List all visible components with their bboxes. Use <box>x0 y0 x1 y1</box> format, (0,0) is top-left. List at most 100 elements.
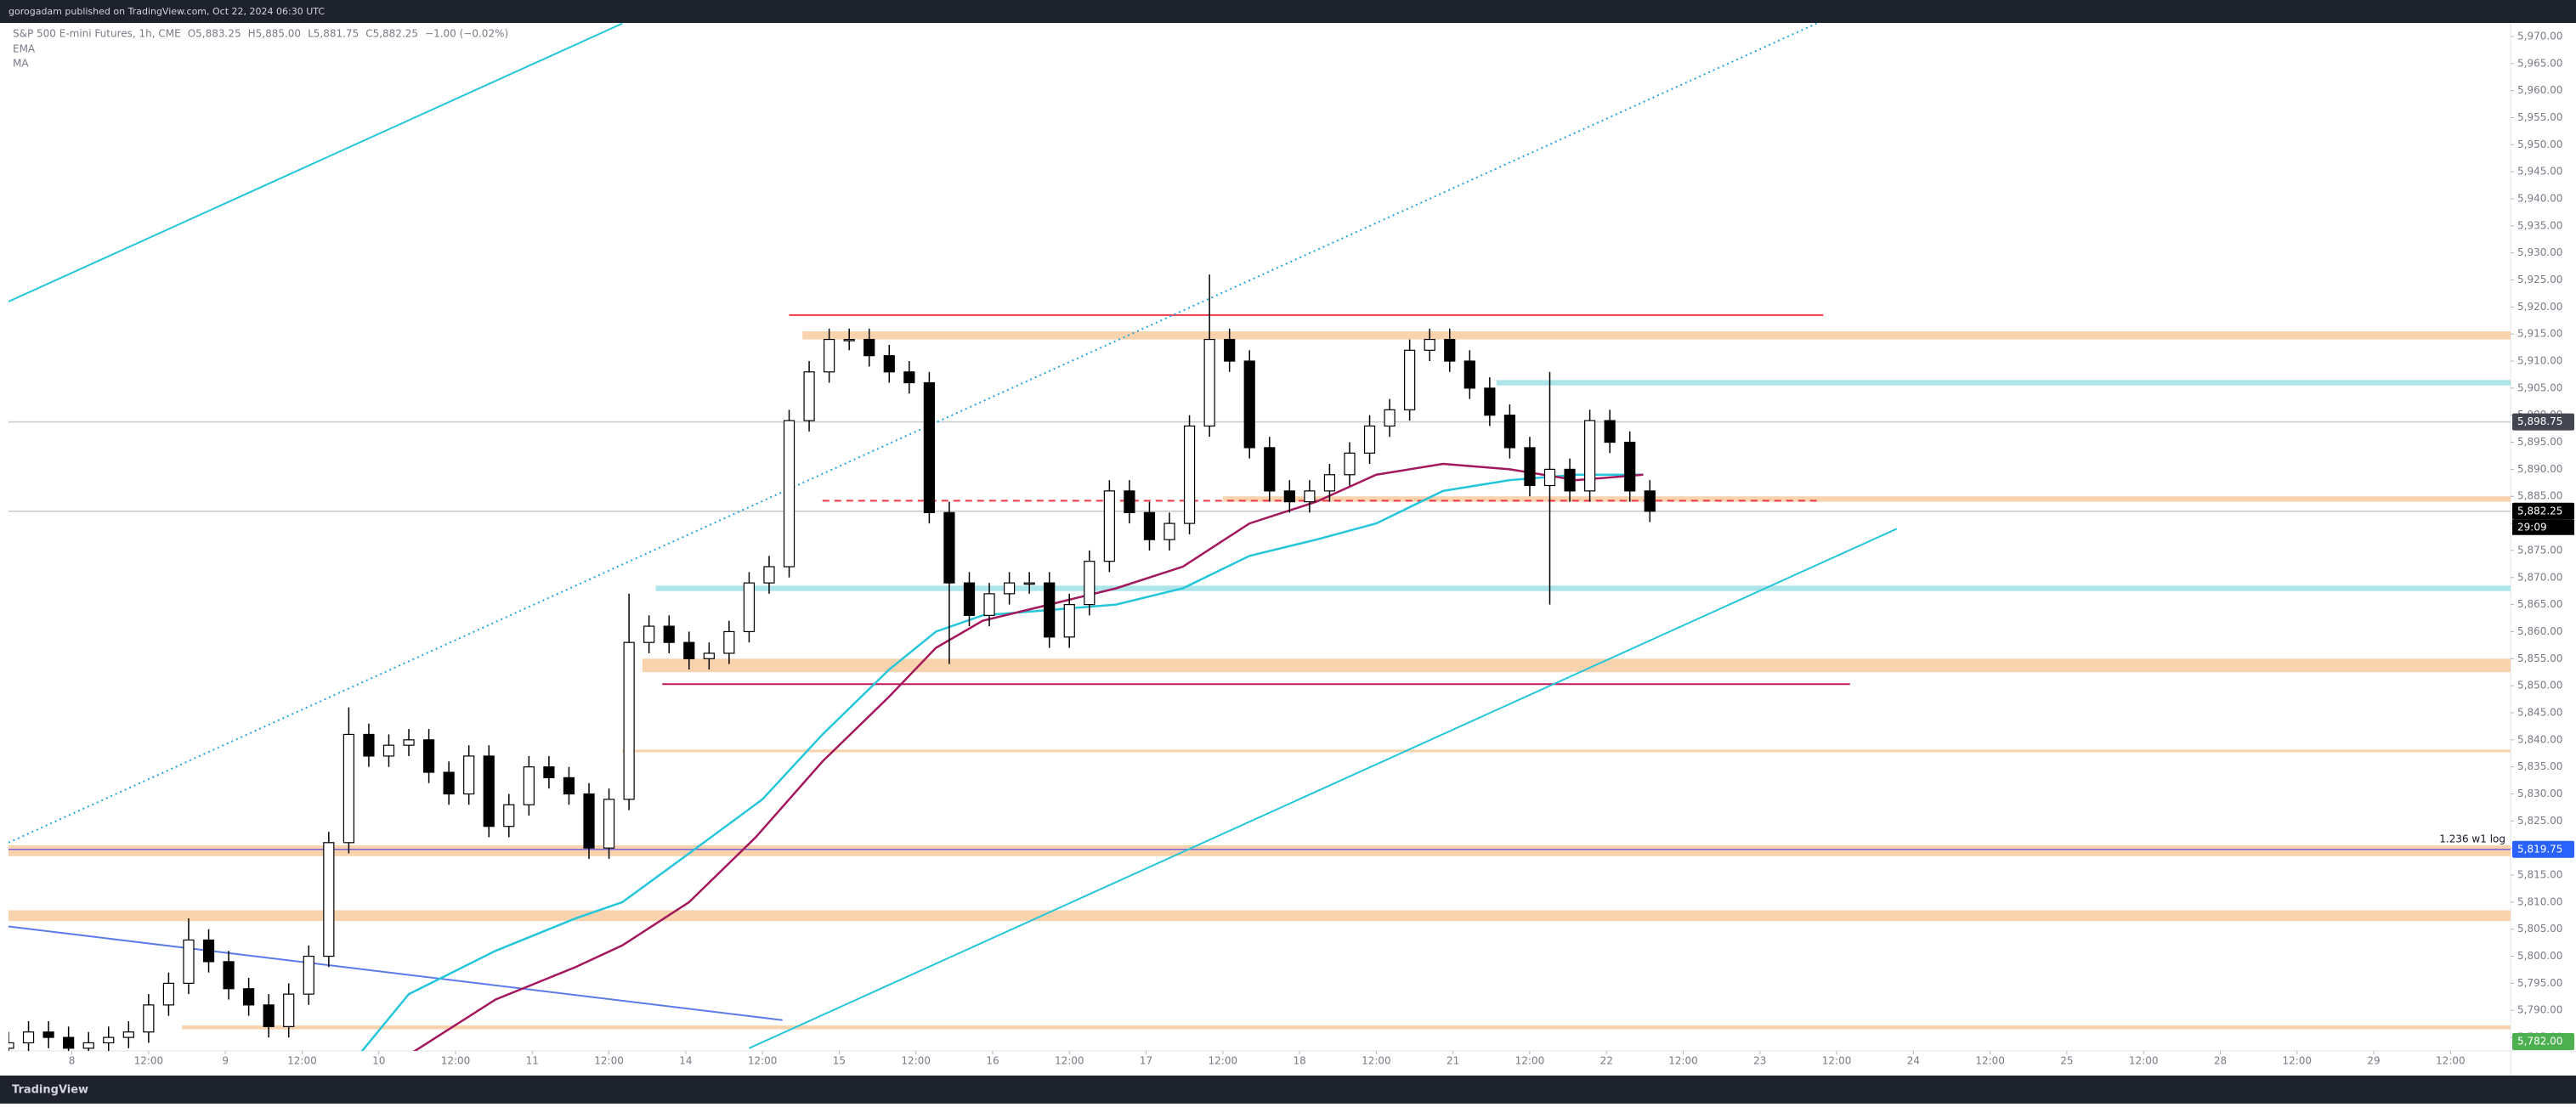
brand: TradingView <box>12 1084 88 1097</box>
candle-body <box>1644 490 1656 512</box>
ohlc-value: H5,885.00 <box>248 28 301 40</box>
candle-body <box>824 338 835 373</box>
x-tick-label: 22 <box>1600 1055 1613 1067</box>
candle-body <box>543 766 555 778</box>
candle-body <box>783 420 795 568</box>
candle-body <box>1524 447 1536 487</box>
y-tick-label: 5,885.00 <box>2517 490 2562 502</box>
candle-body <box>1023 582 1035 585</box>
candle-body <box>1464 360 1475 389</box>
x-tick-label: 12:00 <box>2129 1055 2159 1067</box>
candle-body <box>603 799 615 849</box>
trend-line <box>749 528 1898 1049</box>
top-bar <box>0 0 2576 23</box>
countdown: 29:09 <box>2517 521 2547 533</box>
x-tick-label: 12:00 <box>1515 1055 1545 1067</box>
candle-body <box>1503 415 1516 449</box>
x-tick-label: 8 <box>69 1055 76 1067</box>
y-tick-label: 5,940.00 <box>2517 192 2562 204</box>
x-tick-label: 12:00 <box>1668 1055 1698 1067</box>
zone <box>182 1025 2511 1030</box>
candle-body <box>1484 387 1496 416</box>
y-tick-label: 5,910.00 <box>2517 355 2562 367</box>
candle-body <box>1384 409 1396 427</box>
candle-body <box>923 381 935 513</box>
y-tick-label: 5,865.00 <box>2517 598 2562 610</box>
price-label: 5,882.25 <box>2517 505 2562 517</box>
candle-body <box>903 371 915 384</box>
candle-body <box>703 652 715 659</box>
x-tick-label: 21 <box>1447 1055 1459 1067</box>
candle-body <box>263 1004 275 1027</box>
y-tick-label: 5,970.00 <box>2517 30 2562 42</box>
candle-body <box>1444 338 1456 362</box>
candle-body <box>303 955 314 995</box>
price-label-box <box>2512 502 2574 520</box>
candle-body <box>1124 490 1135 513</box>
price-label: 5,782.00 <box>2517 1036 2562 1048</box>
x-tick-label: 11 <box>526 1055 539 1067</box>
y-tick-label: 5,945.00 <box>2517 166 2562 178</box>
candle-body <box>563 777 575 795</box>
price-label: 5,898.75 <box>2517 415 2562 427</box>
candle-body <box>243 988 255 1006</box>
ohlc-value: C5,882.25 <box>365 28 418 40</box>
candle-body <box>523 766 535 805</box>
ohlc-value: O5,883.25 <box>188 28 241 40</box>
candle-body <box>743 582 756 633</box>
y-tick-label: 5,845.00 <box>2517 706 2562 718</box>
candle-body <box>803 371 815 421</box>
x-tick-label: 25 <box>2060 1055 2073 1067</box>
candle-body <box>1323 474 1336 492</box>
overlay: 5,785.005,790.005,795.005,800.005,805.00… <box>13 28 2574 1067</box>
y-tick-label: 5,790.00 <box>2517 1004 2562 1016</box>
zone <box>1496 380 2511 386</box>
x-tick-label: 12:00 <box>594 1055 624 1067</box>
ohlc-value: −1.00 (−0.02%) <box>425 28 508 40</box>
y-tick-label: 5,950.00 <box>2517 138 2562 150</box>
candle-body <box>643 625 655 643</box>
x-tick-label: 12:00 <box>901 1055 931 1067</box>
y-tick-label: 5,905.00 <box>2517 381 2562 393</box>
candle-body <box>22 1031 35 1044</box>
candle-body <box>883 355 895 373</box>
y-tick-label: 5,955.00 <box>2517 111 2562 123</box>
x-tick-label: 28 <box>2214 1055 2227 1067</box>
x-tick-label: 12:00 <box>134 1055 164 1067</box>
candle-body <box>1264 447 1276 492</box>
y-tick-label: 5,830.00 <box>2517 788 2562 799</box>
x-tick-label: 18 <box>1293 1055 1305 1067</box>
legend-entry: MA <box>13 58 29 70</box>
candle-body <box>1243 360 1255 449</box>
zone <box>655 585 2511 591</box>
ma-line <box>360 473 1644 1051</box>
candle-body <box>1604 420 1616 443</box>
x-tick-label: 12:00 <box>1209 1055 1238 1067</box>
x-tick-label: 12:00 <box>1362 1055 1391 1067</box>
zone <box>1222 496 2511 502</box>
y-tick-label: 5,930.00 <box>2517 246 2562 258</box>
zone <box>642 658 2511 673</box>
candle-body <box>663 625 675 643</box>
x-tick-label: 12:00 <box>2436 1055 2466 1067</box>
bottom-bar <box>0 1076 2576 1104</box>
candle-body <box>183 939 195 984</box>
y-tick-label: 5,860.00 <box>2517 625 2562 637</box>
candle-body <box>1283 490 1295 503</box>
x-tick-label: 12:00 <box>1975 1055 2005 1067</box>
x-tick-label: 12:00 <box>1822 1055 1852 1067</box>
candle-body <box>1344 452 1356 476</box>
x-tick-label: 14 <box>679 1055 692 1067</box>
candle-body <box>143 1004 155 1033</box>
chart-title: S&P 500 E-mini Futures, 1h, CME <box>13 28 181 40</box>
candle-body <box>1044 582 1056 638</box>
candle-body <box>1084 561 1096 606</box>
candle-body <box>202 939 215 963</box>
candle-body <box>943 511 955 584</box>
candle-body <box>623 641 635 800</box>
y-tick-label: 5,805.00 <box>2517 923 2562 935</box>
x-tick-label: 12:00 <box>748 1055 778 1067</box>
y-tick-label: 5,925.00 <box>2517 274 2562 285</box>
price-note: 1.236 w1 log <box>2439 833 2505 844</box>
